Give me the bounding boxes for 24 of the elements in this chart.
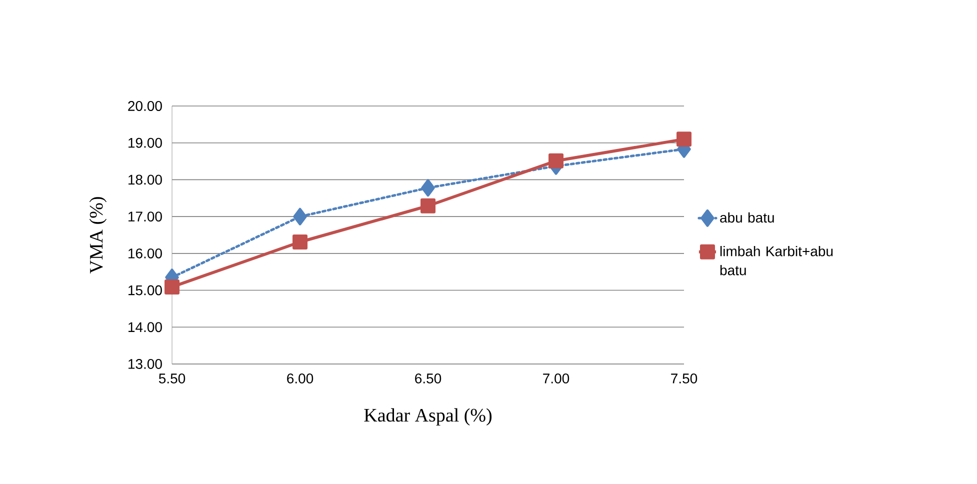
x-tick-label: 7.00 [543, 374, 570, 384]
x-axis-title: Kadar Aspal (%) [364, 408, 492, 426]
point [420, 198, 436, 214]
y-axis-title: VMA (%) [89, 197, 107, 274]
y-tick-label: 14.00 [128, 322, 162, 332]
x-tick-label: 6.00 [287, 374, 314, 384]
point [548, 153, 564, 168]
x-tick-label: 5.50 [158, 374, 186, 384]
y-tick-label: 15.00 [128, 285, 162, 296]
legend-label: abu batu [720, 212, 774, 223]
point [676, 132, 692, 147]
x-tick-label: 6.50 [415, 374, 442, 384]
legend-label: limbah Karbit+abu batu [720, 246, 833, 276]
point [292, 234, 308, 250]
y-tick-label: 20.00 [128, 101, 162, 111]
y-tick-label: 19.00 [128, 138, 162, 148]
point [421, 179, 435, 197]
point [164, 279, 180, 294]
point [293, 208, 307, 226]
y-tick-label: 17.00 [128, 212, 162, 222]
y-tick-label: 16.00 [128, 248, 162, 258]
y-tick-label: 13.00 [128, 359, 162, 369]
y-tick-label: 18.00 [128, 174, 162, 185]
x-tick-label: 7.50 [671, 374, 698, 384]
